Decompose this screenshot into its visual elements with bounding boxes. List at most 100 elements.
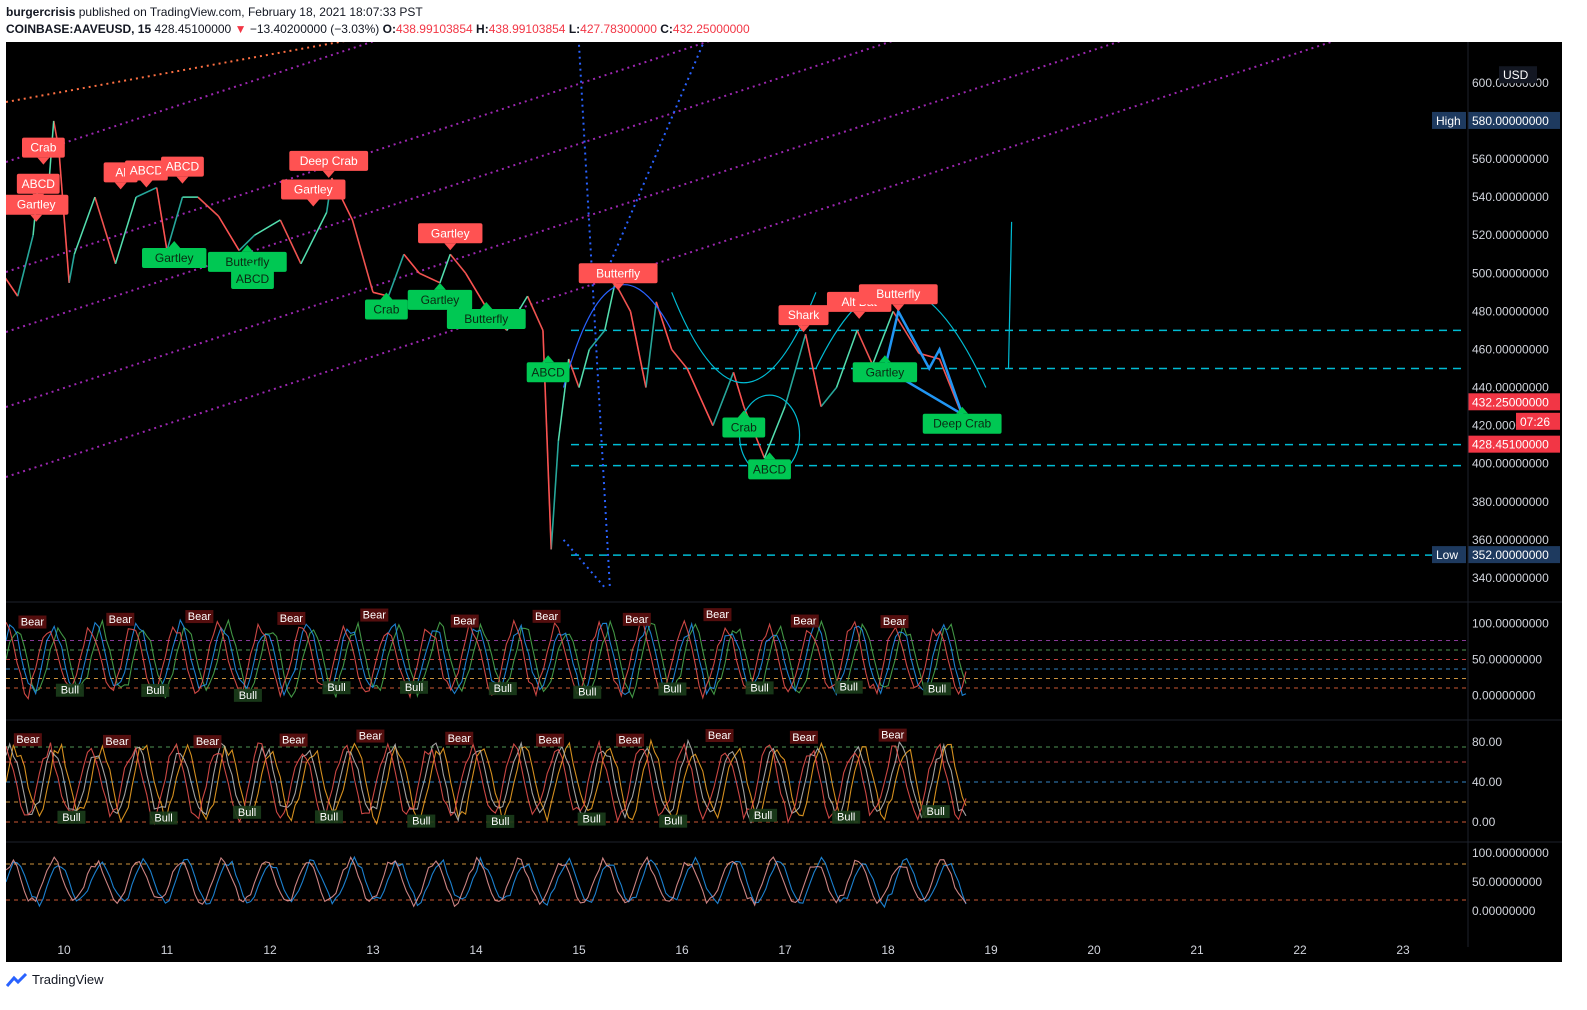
label-text: Butterfly xyxy=(225,255,269,269)
label-text: Crab xyxy=(30,141,56,155)
low-tag-box xyxy=(1432,546,1466,564)
price-tick-label: 460.00000000 xyxy=(1472,342,1549,356)
bullish-pattern-label: ABCD xyxy=(231,261,274,289)
zigzag-segment xyxy=(156,187,168,251)
label-box xyxy=(231,268,274,289)
price-segment xyxy=(784,333,807,407)
label-box xyxy=(852,362,918,383)
signal-box xyxy=(880,615,909,629)
label-box xyxy=(446,308,526,329)
close-price-tag-box xyxy=(1468,393,1560,411)
price-segment xyxy=(238,234,256,251)
label-text: Butterfly xyxy=(876,287,920,301)
bear-signal: Bear xyxy=(277,611,306,625)
high-tag-text: High xyxy=(1436,114,1461,128)
label-box xyxy=(6,194,69,215)
bear-signal: Bear xyxy=(103,734,132,748)
bear-signal: Bear xyxy=(880,615,909,629)
zigzag-segment xyxy=(465,272,487,308)
bull-signal: Bull xyxy=(573,685,602,699)
low-tag-text: Low xyxy=(1436,548,1458,562)
signal-box xyxy=(745,681,774,695)
bullish-pattern-label: ABCD xyxy=(526,355,570,383)
label-text: Deep Crab xyxy=(300,154,358,168)
bear-signal: Bear xyxy=(532,609,561,623)
time-tick-label: 19 xyxy=(984,943,998,957)
open-label: O: xyxy=(382,22,396,36)
bearish-pattern-label: Gartley xyxy=(418,223,483,251)
label-box xyxy=(407,289,473,310)
label-text: Butterfly xyxy=(464,312,508,326)
price-segment xyxy=(712,372,735,426)
oscillator-tick-label: 40.00 xyxy=(1472,775,1502,789)
harmonic-pattern xyxy=(883,307,965,418)
chart-header: burgercrisis published on TradingView.co… xyxy=(6,0,1566,40)
high-label: H: xyxy=(476,22,489,36)
signal-box xyxy=(658,682,687,696)
signal-box xyxy=(141,683,170,697)
price-segment xyxy=(645,301,658,388)
bear-signal: Bear xyxy=(193,735,222,749)
author-name[interactable]: burgercrisis xyxy=(6,5,76,19)
price-tick-label: 520.00000000 xyxy=(1472,228,1549,242)
low-value-tag-text: 352.00000000 xyxy=(1472,548,1549,562)
label-pointer xyxy=(37,157,50,165)
bull-signal: Bull xyxy=(577,812,606,826)
last-price-tag: 428.45100000 xyxy=(1468,435,1560,453)
label-box xyxy=(778,305,829,326)
fib-line xyxy=(608,44,704,265)
label-pointer xyxy=(444,243,457,251)
signal-box xyxy=(749,808,778,822)
chart-background xyxy=(6,42,1562,962)
signal-box xyxy=(149,811,178,825)
high-value-tag-text: 580.00000000 xyxy=(1472,114,1549,128)
time-tick-label: 14 xyxy=(469,943,483,957)
signal-text: Bear xyxy=(535,611,559,623)
high-value-tag-box xyxy=(1468,111,1560,129)
bearish-pattern-label: Deep Crab xyxy=(289,150,369,178)
signal-box xyxy=(13,733,42,747)
zigzag-segment xyxy=(403,253,420,274)
label-text: Butterfly xyxy=(596,266,640,280)
tradingview-logo-icon[interactable] xyxy=(6,972,28,988)
signal-box xyxy=(18,615,47,629)
label-pointer xyxy=(433,282,446,290)
label-text: Gartley xyxy=(294,182,333,196)
symbol-label[interactable]: COINBASE:AAVEUSD, 15 xyxy=(6,22,152,36)
signal-box xyxy=(832,810,861,824)
bearish-pattern-label: Gartley xyxy=(281,179,346,207)
label-pointer xyxy=(956,406,969,414)
label-box xyxy=(125,160,168,181)
close-price-tag: 432.25000000 xyxy=(1468,393,1560,411)
trend-line xyxy=(6,42,345,103)
label-pointer xyxy=(168,241,181,249)
label-box xyxy=(281,179,346,200)
bearish-pattern-label: ABCD xyxy=(161,156,204,184)
price-segment xyxy=(94,196,117,264)
signal-text: Bull xyxy=(663,683,681,695)
signal-box xyxy=(279,733,308,747)
signal-text: Bear xyxy=(881,730,905,742)
tradingview-brand[interactable]: TradingView xyxy=(32,972,104,987)
price-tick-label: 440.00000000 xyxy=(1472,381,1549,395)
bear-signal: Bear xyxy=(703,608,732,622)
publish-line: burgercrisis published on TradingView.co… xyxy=(6,5,423,19)
bearish-pattern-label: Butterfly xyxy=(858,284,938,312)
signal-text: Bull xyxy=(750,682,768,694)
signal-box xyxy=(616,733,645,747)
zigzag-segment xyxy=(835,330,858,388)
time-tick-label: 17 xyxy=(778,943,792,957)
signal-box xyxy=(923,682,952,696)
bullish-pattern-label: Butterfly xyxy=(446,301,526,329)
signal-box xyxy=(834,680,863,694)
time-tick-label: 22 xyxy=(1293,943,1307,957)
signal-box xyxy=(193,735,222,749)
signal-box xyxy=(488,682,517,696)
price-segment xyxy=(449,253,467,274)
last-price-tag-box xyxy=(1468,435,1560,453)
low-tag: Low xyxy=(1432,546,1466,564)
oscillator-tick-label: 50.00000000 xyxy=(1472,653,1542,667)
bullish-pattern-label: Gartley xyxy=(142,241,207,269)
